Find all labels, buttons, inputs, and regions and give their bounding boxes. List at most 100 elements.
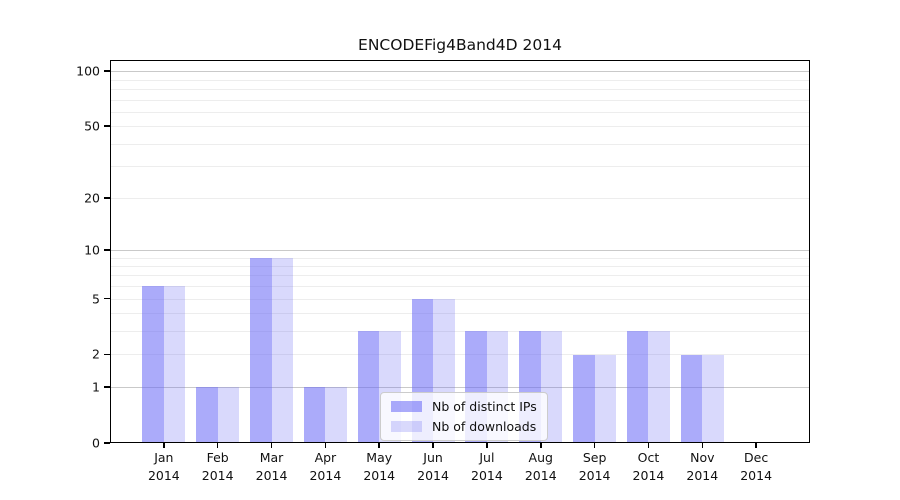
gridline-major [110,71,810,73]
x-tick-label: Jan 2014 [148,449,180,485]
bar-distinct-ips [196,387,218,443]
gridline-minor [110,257,810,259]
x-tick-label-line: Jan [154,450,174,465]
x-tick-label-line: May [366,450,393,465]
y-tick [104,297,110,300]
y-tick-label: 50 [84,118,100,134]
y-tick [104,353,110,356]
y-tick-label: 100 [76,63,100,79]
x-tick [324,443,327,448]
legend-item-downloads: Nb of downloads [391,419,537,434]
x-tick-label-line: Mar [259,450,284,465]
x-tick-label-line: 2014 [309,468,342,484]
x-tick-label-line: Sep [582,450,607,465]
x-tick [378,443,381,448]
x-tick-label-line: 2014 [740,468,773,484]
x-tick [486,443,488,448]
gridline-minor [110,298,810,300]
gridline-minor [110,331,810,333]
gridline-minor [110,99,810,101]
y-tick-label: 0 [92,435,100,451]
plot-area [110,60,810,443]
gridline-minor [110,143,810,145]
gridline-minor [110,286,810,288]
x-tick-label-line: Dec [744,450,769,465]
x-tick-label: Jul 2014 [471,449,503,485]
x-tick-label: May 2014 [363,449,395,485]
gridline-minor [110,354,810,356]
x-tick-label-line: 2014 [632,468,665,484]
gridline-minor [110,265,810,267]
x-tick [755,443,757,448]
y-tick [104,125,110,128]
x-tick-label: Apr 2014 [309,449,341,485]
gridline-minor [110,111,810,113]
bar-distinct-ips [250,257,272,443]
chart-title: ENCODEFig4Band4D 2014 [358,36,562,54]
gridline-major [110,387,810,389]
gridline-minor [110,197,810,199]
x-tick [216,443,219,448]
bar-distinct-ips [142,286,164,443]
x-tick-label-line: 2014 [255,468,288,484]
x-tick-label: Feb 2014 [202,449,234,485]
legend-label-distinct-ips: Nb of distinct IPs [432,399,537,414]
x-tick-label-line: Nov [690,450,715,465]
x-tick [647,443,650,448]
x-tick [432,443,434,448]
gridline-minor [110,166,810,168]
x-tick-label-line: 2014 [363,468,396,484]
bar-distinct-ips [303,387,326,443]
x-tick-label-line: Oct [637,450,660,465]
legend: Nb of distinct IPs Nb of downloads [380,392,548,441]
bar-downloads [217,387,240,443]
bar-downloads [702,354,724,443]
x-tick-label-line: 2014 [524,468,557,484]
y-tick [104,249,110,251]
y-tick [104,70,110,72]
bar-downloads [648,331,670,443]
bar-downloads [325,387,347,443]
x-tick-label-line: Feb [206,450,229,465]
x-tick [539,443,542,448]
bar-downloads [271,257,294,443]
x-tick-label-line: Jul [479,450,495,465]
gridline-minor [110,313,810,315]
x-tick-label: Dec 2014 [740,449,772,485]
x-tick [593,443,596,448]
bar-downloads [594,354,617,443]
x-tick-label-line: 2014 [147,468,180,484]
x-tick [163,443,165,448]
gridline-minor [110,88,810,90]
x-tick-label: Nov 2014 [686,449,718,485]
x-tick [701,443,704,448]
x-tick-label: Jun 2014 [417,449,449,485]
x-tick-label: Sep 2014 [579,449,611,485]
x-tick-label-line: 2014 [471,468,503,484]
bar-distinct-ips [573,354,595,443]
y-tick-label: 5 [92,291,100,307]
x-tick-label-line: Aug [528,450,553,465]
y-tick-label: 20 [84,190,100,206]
legend-item-distinct-ips: Nb of distinct IPs [391,399,537,414]
gridline-minor [110,275,810,277]
x-tick-label: Oct 2014 [633,449,665,485]
y-tick-label: 1 [92,379,100,395]
bar-distinct-ips [626,331,649,443]
y-tick-label: 10 [84,242,100,258]
gridline-major [110,249,810,251]
x-tick-label-line: 2014 [201,468,234,484]
bar-distinct-ips [357,331,380,443]
x-tick-label-line: 2014 [417,468,449,484]
y-tick [104,386,110,388]
x-tick-label: Mar 2014 [256,449,288,485]
y-tick [104,442,110,444]
legend-label-downloads: Nb of downloads [432,419,537,434]
legend-swatch-distinct-ips [391,401,422,412]
gridline-minor [110,126,810,128]
y-tick-label: 2 [92,346,100,362]
x-tick-label-line: 2014 [686,468,719,484]
legend-swatch-downloads [391,421,422,432]
x-tick-label-line: 2014 [578,468,611,484]
